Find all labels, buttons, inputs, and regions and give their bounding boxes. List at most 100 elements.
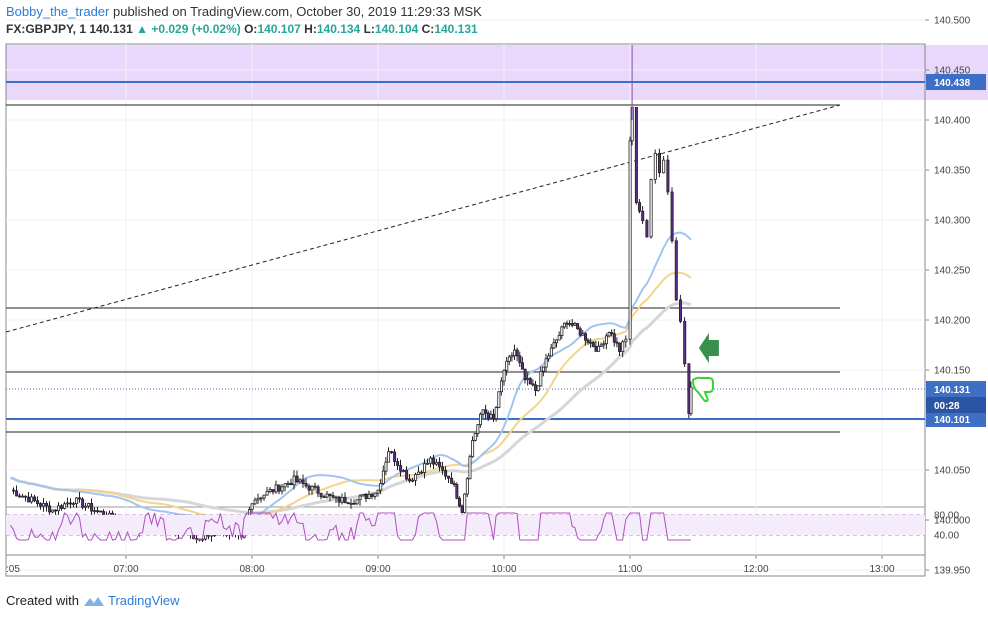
candle-down — [15, 490, 19, 497]
publisher-username[interactable]: Bobby_the_trader — [6, 4, 110, 19]
candle-down — [405, 470, 409, 480]
candle-up — [513, 349, 517, 357]
candle-up — [268, 489, 272, 492]
candle-down — [408, 478, 412, 482]
candle-up — [581, 333, 585, 336]
candle-up — [621, 341, 625, 352]
candle-up — [573, 323, 577, 326]
candle-down — [337, 496, 341, 503]
candle-up — [505, 360, 509, 371]
x-tick-label: 10:00 — [491, 564, 516, 575]
candle-down — [45, 503, 49, 507]
candle-down — [69, 502, 73, 505]
candle-up — [387, 451, 391, 463]
candle-up — [473, 433, 477, 441]
candle-down — [81, 498, 85, 508]
candle-down — [346, 502, 350, 505]
candle-up — [349, 502, 353, 505]
open-label: O: — [244, 22, 258, 36]
candle-up — [476, 424, 480, 434]
close-label: C: — [421, 22, 435, 36]
candle-up — [384, 461, 388, 472]
high-value: 140.134 — [316, 22, 361, 36]
y-tick-label: 140.200 — [934, 316, 971, 327]
candle-down — [295, 475, 299, 483]
price-label-box — [926, 381, 986, 397]
candle-down — [289, 482, 293, 486]
candle-down — [645, 220, 649, 238]
candle-up — [373, 492, 377, 497]
candle-up — [286, 482, 290, 485]
candle-up — [283, 483, 287, 488]
candle-down — [484, 409, 488, 414]
candle-up — [662, 159, 666, 174]
created-with-text: Created with — [6, 593, 79, 608]
candle-down — [99, 510, 103, 513]
price-label-text: 140.101 — [934, 415, 971, 426]
y-tick-label: 140.500 — [934, 16, 971, 27]
candle-up — [478, 413, 482, 426]
candle-up — [93, 510, 97, 513]
candle-down — [364, 493, 368, 499]
y-tick-label: 140.300 — [934, 216, 971, 227]
candle-down — [90, 503, 94, 512]
candle-down — [393, 451, 397, 462]
symbol-label[interactable]: FX:GBPJPY, 1 — [6, 22, 87, 36]
dashed-trend-line[interactable] — [5, 104, 841, 333]
candle-down — [658, 152, 662, 174]
tradingview-brand[interactable]: TradingView — [108, 593, 180, 608]
candle-down — [452, 482, 456, 485]
candle-up — [497, 391, 501, 408]
candle-down — [610, 332, 614, 335]
candle-up — [334, 496, 338, 499]
candle-up — [624, 338, 628, 343]
candle-down — [444, 469, 448, 477]
candle-down — [352, 502, 356, 505]
candle-up — [536, 385, 540, 391]
candle-down — [634, 106, 638, 203]
candle-up — [72, 503, 76, 505]
low-label: L: — [363, 22, 375, 36]
y-tick-label: 140.250 — [934, 266, 971, 277]
candle-up — [310, 485, 314, 491]
candle-down — [486, 412, 490, 419]
low-value: 140.104 — [374, 22, 419, 36]
y-tick-label: 139.950 — [934, 566, 971, 577]
price-label-box — [926, 411, 986, 427]
candle-up — [604, 335, 608, 345]
candle-up — [463, 493, 467, 513]
candle-up — [544, 358, 548, 368]
price-label-text: 140.438 — [934, 78, 971, 89]
candle-down — [390, 451, 394, 454]
last-price: 140.131 — [89, 22, 133, 36]
chart-frame — [5, 43, 926, 577]
candle-down — [455, 484, 459, 499]
candle-down — [670, 191, 674, 242]
candle-down — [523, 368, 527, 381]
candle-up — [494, 407, 498, 420]
candle-up — [689, 386, 693, 414]
candle-up — [549, 347, 553, 357]
resistance-zone-axis — [925, 45, 988, 100]
candle-up — [411, 479, 415, 482]
candle-up — [628, 140, 632, 340]
y-tick-label: 140.000 — [934, 516, 971, 527]
candle-down — [565, 322, 569, 325]
ma-fast-line — [10, 231, 692, 524]
tradingview-logo-icon — [83, 597, 104, 606]
candle-down — [674, 240, 678, 301]
candle-up — [376, 489, 380, 494]
candle-down — [528, 378, 532, 385]
candle-up — [499, 380, 503, 393]
candle-up — [367, 493, 371, 499]
candle-up — [280, 486, 284, 492]
published-text: published on TradingView.com, October 30… — [112, 4, 482, 19]
candle-up — [599, 344, 603, 347]
candle-down — [641, 210, 645, 222]
candle-up — [84, 505, 88, 508]
candle-down — [531, 383, 535, 386]
candle-up — [358, 495, 362, 501]
x-tick-label: :05 — [6, 564, 20, 575]
candle-up — [468, 456, 472, 480]
